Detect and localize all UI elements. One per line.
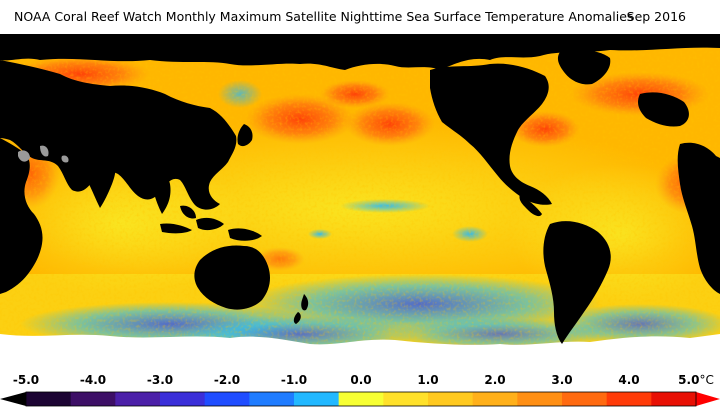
legend-tick-label: 2.0 [484, 373, 506, 387]
colorbar-swatch [428, 392, 474, 406]
legend-tick-label: 3.0 [551, 373, 573, 387]
land-north-america [430, 63, 552, 205]
land-australia [194, 245, 270, 310]
sst-anomaly-map [0, 34, 720, 370]
colorbar-swatch [204, 392, 250, 406]
land-masses [0, 34, 720, 344]
legend-tick-label: -2.0 [213, 373, 241, 387]
legend-tick-label: 1.0 [417, 373, 439, 387]
map-date: Sep 2016 [626, 9, 686, 24]
colorbar-swatch [606, 392, 652, 406]
colorbar-swatch [160, 392, 206, 406]
colorbar-swatch [26, 392, 72, 406]
colorbar-outline [25, 391, 697, 407]
colorbar-swatch [249, 392, 295, 406]
land-europe [638, 92, 689, 127]
legend-tick-label: -1.0 [280, 373, 308, 387]
colorbar-swatch [294, 392, 340, 406]
map-title-bar: NOAA Coral Reef Watch Monthly Maximum Sa… [0, 0, 720, 34]
anomaly-patches [0, 34, 720, 370]
colorbar-swatch [338, 392, 384, 406]
colorbar-left-arrow [0, 392, 26, 406]
land-africa [0, 138, 43, 294]
colorbar-swatch [651, 392, 697, 406]
color-legend: -5.0 -4.0 -3.0 -2.0 -1.0 0.0 1.0 2.0 3.0 4.0 5.0°C [0, 370, 720, 411]
colorbar-swatch [70, 392, 116, 406]
legend-colorbar [0, 391, 720, 407]
legend-unit: °C [699, 373, 714, 387]
legend-tick-label: -3.0 [146, 373, 174, 387]
legend-tick-labels: -5.0 -4.0 -3.0 -2.0 -1.0 0.0 1.0 2.0 3.0 4.0 5.0°C [0, 373, 720, 389]
inland-lakes [18, 145, 69, 163]
colorbar-swatch [115, 392, 161, 406]
legend-tick-label: -5.0 [12, 373, 40, 387]
land-south-america [543, 221, 611, 344]
land-arctic [0, 34, 720, 70]
colorbar-swatch [562, 392, 608, 406]
land-india [78, 141, 116, 208]
land-eurasia [0, 60, 237, 210]
legend-tick-label: 0.0 [350, 373, 372, 387]
colorbar-right-arrow [696, 392, 720, 406]
colorbar-swatch [472, 392, 518, 406]
legend-tick-label: 5.0°C [678, 373, 714, 387]
colorbar-swatch [383, 392, 429, 406]
map-title: NOAA Coral Reef Watch Monthly Maximum Sa… [14, 9, 634, 24]
colorbar-swatch [517, 392, 563, 406]
legend-tick-label: -4.0 [79, 373, 107, 387]
legend-tick-label: 4.0 [618, 373, 640, 387]
